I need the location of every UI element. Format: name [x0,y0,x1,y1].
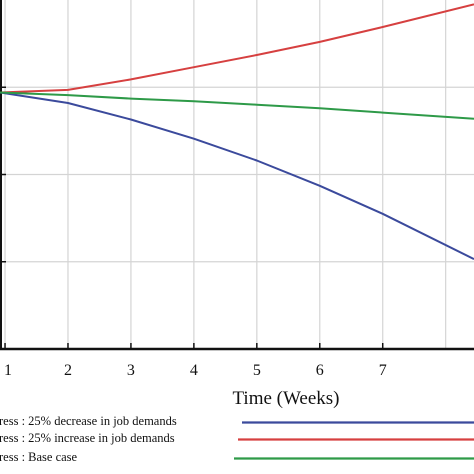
grid [0,0,474,349]
x-tick-label: 3 [127,362,135,379]
x-tick-labels: 1 2 3 4 5 6 7 [4,362,387,379]
legend: ress : 25% decrease in job demands ress :… [0,414,474,464]
legend-label: ress : 25% increase in job demands [0,431,175,445]
x-axis-title: Time (Weeks) [232,388,339,409]
legend-label: ress : Base case [0,450,78,464]
x-tick-label: 5 [253,362,261,379]
x-tick-label: 6 [316,362,324,379]
legend-label: ress : 25% decrease in job demands [0,414,177,428]
series-line [0,91,474,120]
x-tick-label: 1 [4,362,12,379]
x-tick-label: 4 [190,362,198,379]
series-line [0,3,474,94]
series [0,3,474,260]
series-line [0,91,474,260]
x-tick-label: 7 [379,362,387,379]
axes [0,0,474,351]
x-tick-label: 2 [64,362,72,379]
